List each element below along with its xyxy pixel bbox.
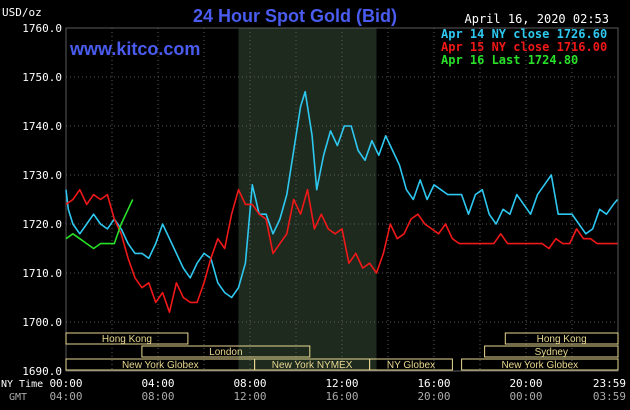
x-tick-label-ny: 04:00 (141, 377, 174, 390)
x-tick-label-gmt: 12:00 (233, 390, 266, 403)
y-tick-label: 1760.0 (22, 22, 62, 35)
x-tick-label-gmt: 08:00 (141, 390, 174, 403)
session-label: Sydney (535, 347, 568, 358)
timestamp: April 16, 2020 02:53 (465, 12, 610, 26)
nymex-highlight (238, 28, 377, 371)
x-tick-label-gmt: 03:59 (593, 390, 626, 403)
unit-label: USD/oz (2, 6, 42, 19)
session-label: Hong Kong (537, 334, 587, 345)
series-line-apr-16 (65, 199, 134, 250)
legend-apr15: Apr 15 NY close 1716.00 (441, 40, 607, 54)
x-tick-label-ny: 00:00 (49, 377, 82, 390)
legend-apr16: Apr 16 Last 1724.80 (441, 53, 578, 67)
watermark: www.kitco.com (69, 39, 200, 59)
y-tick-labels: 1760.0 1750.0 1740.0 1730.0 1720.0 1710.0 1700… (22, 22, 62, 378)
session-layer: Hong Kong London New York Globex New York N… (65, 332, 619, 371)
session-box (369, 358, 453, 371)
session-label: New York NYMEX (272, 360, 353, 371)
series-line-apr-14 (65, 90, 619, 299)
x-tick-labels: 00:0004:0004:0008:0008:0012:0012:0016:00… (49, 377, 626, 403)
x-tick-label-gmt: 16:00 (325, 390, 358, 403)
session-box (461, 358, 619, 371)
legend: Apr 14 NY close 1726.60 Apr 15 NY close … (441, 27, 607, 67)
session-box (504, 332, 619, 345)
y-tick-label: 1720.0 (22, 218, 62, 231)
x-tick-label-ny: 23:59 (593, 377, 626, 390)
highlight-layer (238, 28, 377, 371)
grid-layer (65, 27, 619, 372)
series-layer (65, 90, 619, 314)
session-label: London (209, 347, 242, 358)
y-tick-label: 1700.0 (22, 316, 62, 329)
x-tick-label-ny: 16:00 (417, 377, 450, 390)
y-tick-label: 1750.0 (22, 71, 62, 84)
y-tick-label: 1710.0 (22, 267, 62, 280)
x-axis-label-ny: NY Time (1, 379, 43, 390)
y-tick-label: 1740.0 (22, 120, 62, 133)
x-tick-label-gmt: 00:00 (509, 390, 542, 403)
x-tick-label-ny: 12:00 (325, 377, 358, 390)
session-label: New York Globex (501, 360, 578, 371)
session-label: New York Globex (122, 360, 199, 371)
y-tick-label: 1730.0 (22, 169, 62, 182)
x-tick-label-gmt: 20:00 (417, 390, 450, 403)
session-box (65, 332, 189, 345)
session-box (141, 345, 311, 358)
x-tick-label-ny: 08:00 (233, 377, 266, 390)
y-tick-label: 1690.0 (22, 365, 62, 378)
session-label: Hong Kong (102, 334, 152, 345)
legend-apr14: Apr 14 NY close 1726.60 (441, 27, 607, 41)
x-tick-label-ny: 20:00 (509, 377, 542, 390)
x-axis-label-gmt: GMT (9, 392, 27, 403)
chart-title: 24 Hour Spot Gold (Bid) (193, 6, 397, 26)
session-box (484, 345, 619, 358)
series-line-apr-15 (65, 188, 618, 314)
session-label: NY Globex (387, 360, 435, 371)
x-tick-label-gmt: 04:00 (49, 390, 82, 403)
